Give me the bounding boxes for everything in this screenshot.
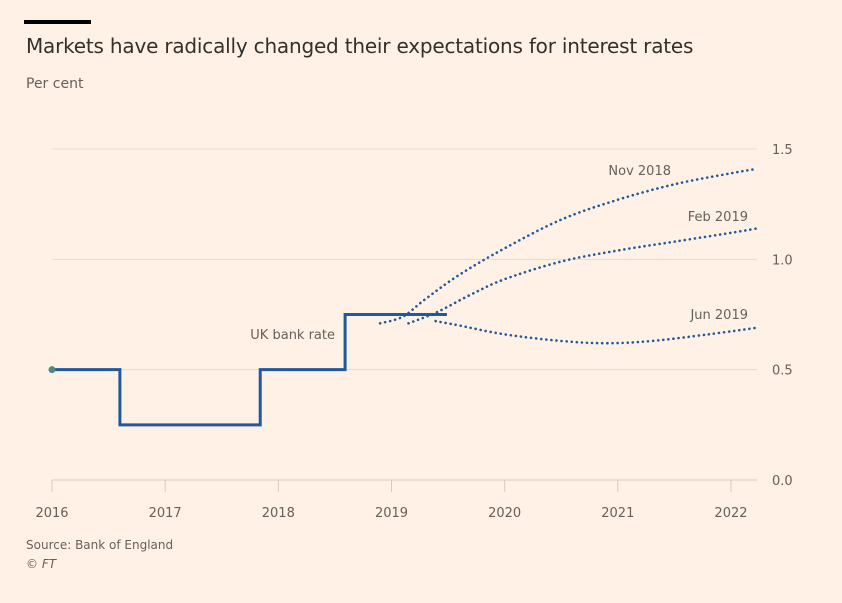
x-axis: 2016 2017 2018 2019 2020 2021 2022 [35, 480, 748, 521]
x-tick-label: 2017 [149, 506, 182, 521]
y-tick-label: 1.0 [772, 253, 793, 268]
x-tick-label: 2021 [601, 506, 634, 521]
y-tick-label: 0.0 [772, 474, 793, 489]
x-tick-label: 2022 [714, 506, 747, 521]
series-line-nov-2018 [378, 167, 759, 325]
x-tick-label: 2020 [488, 506, 521, 521]
x-tick-label: 2016 [35, 506, 68, 521]
copyright-note: © FT [26, 557, 57, 571]
y-tick-label: 0.5 [772, 364, 793, 379]
series-start-dot [48, 366, 56, 374]
series-label-uk-bank-rate: UK bank rate [250, 328, 335, 343]
source-note: Source: Bank of England [26, 538, 174, 552]
series-group [48, 167, 759, 427]
series-line-jun-2019 [434, 319, 759, 345]
x-tick-label: 2019 [375, 506, 408, 521]
series-label-jun-2019: Jun 2019 [689, 308, 748, 323]
series-label-feb-2019: Feb 2019 [688, 210, 748, 225]
y-tick-label: 1.5 [772, 143, 793, 158]
y-axis: 0.0 0.5 1.0 1.5 [772, 143, 793, 489]
brand-bar [24, 20, 91, 24]
series-line-feb-2019 [407, 227, 759, 325]
gridlines [52, 148, 757, 481]
series-line-uk-bank-rate [52, 313, 447, 427]
chart-subtitle: Per cent [26, 76, 84, 92]
series-labels: UK bank rate Nov 2018 Feb 2019 Jun 2019 [250, 164, 748, 343]
chart-title: Markets have radically changed their exp… [26, 34, 694, 58]
series-label-nov-2018: Nov 2018 [608, 164, 671, 179]
x-tick-label: 2018 [262, 506, 295, 521]
